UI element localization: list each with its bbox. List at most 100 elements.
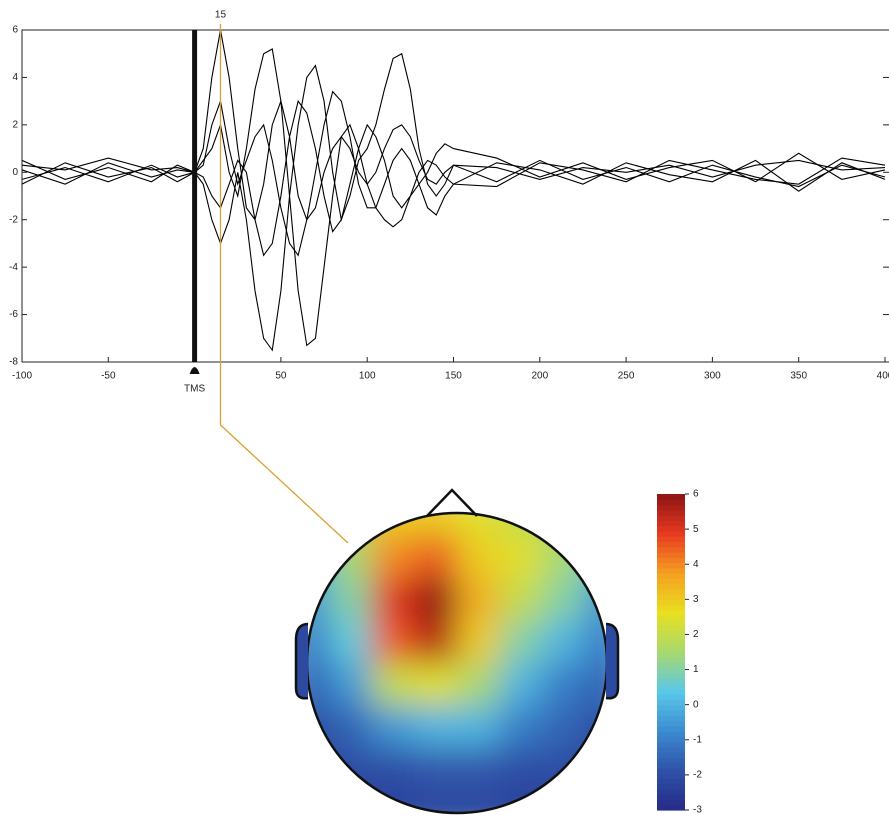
colorbar-step — [657, 667, 685, 674]
topomap-cell — [372, 620, 415, 664]
colorbar-step — [657, 767, 685, 774]
y-tick-label: -4 — [9, 262, 18, 273]
colorbar-step — [657, 573, 685, 579]
colorbar-step — [657, 583, 685, 590]
colorbar-tick-label: -1 — [693, 734, 702, 745]
topomap-cell — [499, 578, 543, 621]
x-tick-label: 100 — [359, 371, 376, 382]
colorbar-step — [657, 599, 685, 606]
topomap — [294, 488, 620, 815]
y-tick-label: -2 — [9, 214, 18, 225]
topomap-cell — [372, 663, 415, 706]
topomap-cell — [414, 748, 458, 791]
topomap-cell — [499, 705, 543, 749]
topomap-cell — [414, 620, 458, 664]
y-tick-label: -8 — [9, 357, 18, 368]
topomap-cell — [414, 705, 458, 749]
colorbar-step — [657, 709, 685, 716]
colorbar-step — [657, 536, 685, 542]
topomap-cell — [329, 513, 373, 536]
colorbar-step — [657, 509, 685, 516]
topomap-cell — [542, 663, 585, 706]
colorbar-step — [657, 641, 685, 648]
topomap-cell — [307, 705, 330, 749]
colorbar-step — [657, 783, 685, 790]
colorbar-step — [657, 515, 685, 521]
topomap-cell — [542, 790, 585, 813]
traces — [22, 29, 886, 352]
colorbar-step — [657, 567, 685, 574]
butterfly-plot: -8 -6 -4 -2 0 2 4 6 -100 -50 50 100 150 200 250 300 350 4… — [9, 10, 889, 544]
topomap-cell — [499, 513, 543, 536]
topomap-cell — [414, 535, 458, 579]
left-ear — [294, 622, 309, 700]
topomap-cell — [542, 578, 585, 621]
colorbar-step — [657, 752, 685, 758]
colorbar-step — [657, 694, 685, 700]
topomap-cell — [372, 513, 415, 536]
colorbar-step — [657, 562, 685, 569]
colorbar-step — [657, 804, 685, 811]
topomap-cell — [329, 705, 373, 749]
topomap-cells — [307, 513, 607, 813]
x-tick-label: -100 — [12, 371, 32, 382]
topomap-cell — [307, 790, 330, 813]
topomap-cell — [584, 535, 607, 579]
colorbar-step — [657, 530, 685, 537]
topomap-cell — [414, 578, 458, 621]
colorbar-step — [657, 773, 685, 779]
topomap-cell — [307, 535, 330, 579]
colorbar-step — [657, 504, 685, 511]
x-tick-label: 250 — [618, 371, 635, 382]
colorbar-step — [657, 588, 685, 595]
topomap-cell — [307, 748, 330, 791]
topomap-cell — [372, 535, 415, 579]
x-tick-label: 150 — [445, 371, 462, 382]
topomap-cell — [457, 513, 500, 536]
topomap-clip — [307, 513, 607, 813]
topomap-cell — [457, 620, 500, 664]
topomap-cell — [542, 705, 585, 749]
topomap-cell — [307, 578, 330, 621]
topomap-cell — [542, 620, 585, 664]
y-tick-label: 6 — [12, 25, 18, 36]
topomap-cell — [307, 513, 330, 536]
tms-marker — [189, 367, 200, 374]
topomap-cell — [457, 748, 500, 791]
topomap-cell — [329, 663, 373, 706]
x-tick-label: 300 — [704, 371, 721, 382]
nose — [426, 488, 478, 517]
trace — [22, 48, 886, 347]
topomap-cell — [414, 790, 458, 813]
topomap-cell — [329, 790, 373, 813]
topomap-cell — [457, 705, 500, 749]
topomap-cell — [584, 513, 607, 536]
colorbar-step — [657, 757, 685, 764]
colorbar-step — [657, 620, 685, 627]
colorbar-step — [657, 794, 685, 801]
colorbar-step — [657, 683, 685, 690]
colorbar-tick-label: 6 — [693, 489, 699, 500]
colorbar-step — [657, 499, 685, 506]
topomap-cell — [499, 748, 543, 791]
colorbar-step — [657, 646, 685, 653]
colorbar-tick-label: 2 — [693, 629, 699, 640]
topomap-cell — [584, 790, 607, 813]
colorbar-step — [657, 541, 685, 548]
x-tick-label: 200 — [531, 371, 548, 382]
colorbar-step — [657, 615, 685, 621]
trace — [22, 90, 886, 257]
topomap-cell — [584, 578, 607, 621]
x-tick-label: 350 — [790, 371, 807, 382]
trace — [22, 52, 886, 352]
colorbar-step — [657, 673, 685, 679]
colorbar-tick-label: -2 — [693, 770, 702, 781]
x-tick-label: -50 — [101, 371, 116, 382]
topomap-cell — [457, 535, 500, 579]
trace — [22, 29, 886, 221]
colorbar-step — [657, 788, 685, 795]
y-tick-label: 4 — [12, 72, 18, 83]
topomap-cell — [457, 663, 500, 706]
topomap-cell — [499, 535, 543, 579]
topomap-cell — [372, 748, 415, 791]
